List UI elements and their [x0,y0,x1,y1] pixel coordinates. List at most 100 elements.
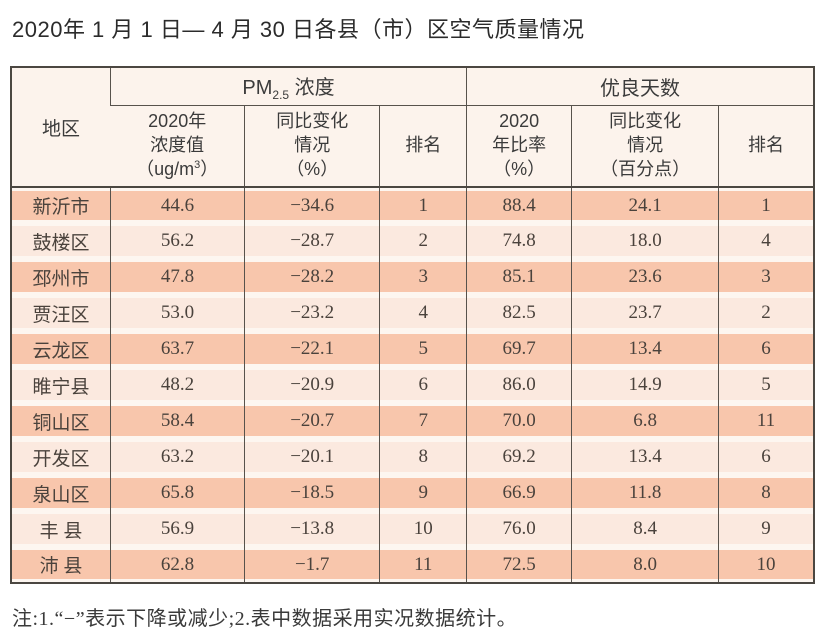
header-group-good-days: 优良天数 [466,67,814,106]
cell-ratio: 69.2 [466,439,572,475]
header-line: 同比变化 [276,111,349,132]
cell-ratio: 86.0 [466,367,572,403]
cell-pm-rank: 5 [379,331,467,367]
table-row: 睢宁县 48.2 −20.9 6 86.0 14.9 5 [11,367,814,403]
cell-ratio-rank: 8 [717,475,814,511]
header-unit-close: ） [200,158,219,179]
header-sub-row: 2020年 浓度值 （ug/m3） 同比变化 情况 （%） 排名 2020 年比… [11,105,814,188]
header-pm-change: 同比变化 情况 （%） [243,105,380,188]
cell-pm-value: 62.8 [109,547,245,583]
cell-pm-value: 56.9 [109,511,245,547]
cell-region: 开发区 [11,439,111,475]
cell-ratio-rank: 10 [717,547,814,583]
cell-region: 铜山区 [11,403,111,439]
header-line: 浓度值 [150,134,205,155]
cell-pm-rank: 10 [379,511,467,547]
cell-ratio: 76.0 [466,511,572,547]
cell-pm-rank: 8 [379,439,467,475]
cell-ratio: 72.5 [466,547,572,583]
cell-pm-change: −23.2 [243,295,380,331]
header-line: 2020年 [148,111,207,132]
page-title: 2020年 1 月 1 日— 4 月 30 日各县（市）区空气质量情况 [12,17,585,42]
cell-ratio-change: 11.8 [571,475,719,511]
cell-pm-value: 47.8 [109,259,245,295]
cell-ratio-change: 6.8 [571,403,719,439]
footnote: 注:1.“−”表示下降或减少;2.表中数据采用实况数据统计。 [12,608,518,630]
header-unit: （ug/m [136,158,195,179]
header-group-row: 地区 PM2.5 浓度 优良天数 [11,67,814,188]
header-line: 情况 [627,134,664,155]
cell-pm-value: 58.4 [109,403,245,439]
cell-ratio-rank: 5 [717,367,814,403]
cell-ratio: 70.0 [466,403,572,439]
cell-region: 泉山区 [11,475,111,511]
header-line: 2020 [499,111,540,132]
cell-pm-change: −1.7 [243,547,380,583]
cell-pm-rank: 4 [379,295,467,331]
cell-ratio-change: 24.1 [571,187,719,223]
cell-ratio-change: 18.0 [571,223,719,259]
cell-pm-change: −34.6 [243,187,380,223]
cell-ratio-rank: 9 [717,511,814,547]
cell-ratio-change: 23.6 [571,259,719,295]
cell-pm-change: −28.2 [243,259,380,295]
cell-ratio-rank: 6 [717,439,814,475]
header-region: 地区 [11,67,111,188]
cell-pm-change: −20.1 [243,439,380,475]
cell-pm-change: −20.9 [243,367,380,403]
cell-region: 云龙区 [11,331,111,367]
cell-ratio: 85.1 [466,259,572,295]
cell-ratio-change: 13.4 [571,439,719,475]
header-ratio-rank: 排名 [717,105,814,188]
cell-region: 沛 县 [11,547,111,583]
table-row: 新沂市 44.6 −34.6 1 88.4 24.1 1 [11,187,814,223]
cell-ratio: 74.8 [466,223,572,259]
cell-ratio: 88.4 [466,187,572,223]
cell-pm-rank: 1 [379,187,467,223]
cell-ratio-rank: 3 [717,259,814,295]
cell-pm-rank: 6 [379,367,467,403]
cell-pm-value: 63.7 [109,331,245,367]
cell-ratio-change: 8.0 [571,547,719,583]
cell-pm-value: 44.6 [109,187,245,223]
cell-pm-value: 56.2 [109,223,245,259]
cell-pm-rank: 9 [379,475,467,511]
header-line: （百分点） [600,158,691,179]
header-line: 年比率 [492,134,547,155]
cell-ratio: 82.5 [466,295,572,331]
pm-label: PM [242,76,273,99]
cell-ratio-change: 23.7 [571,295,719,331]
cell-region: 新沂市 [11,187,111,223]
header-group-pm25: PM2.5 浓度 [109,67,467,106]
cell-pm-value: 53.0 [109,295,245,331]
cell-pm-change: −20.7 [243,403,380,439]
cell-ratio-rank: 11 [717,403,814,439]
cell-ratio-rank: 1 [717,187,814,223]
table-row: 云龙区 63.7 −22.1 5 69.7 13.4 6 [11,331,814,367]
table-row: 沛 县 62.8 −1.7 11 72.5 8.0 10 [11,547,814,583]
cell-pm-rank: 3 [379,259,467,295]
header-ratio: 2020 年比率 （%） [466,105,572,188]
table-row: 邳州市 47.8 −28.2 3 85.1 23.6 3 [11,259,814,295]
cell-pm-change: −22.1 [243,331,380,367]
table-row: 泉山区 65.8 −18.5 9 66.9 11.8 8 [11,475,814,511]
table-header: 地区 PM2.5 浓度 优良天数 2020年 浓度值 （ug/m3） 同比变化 … [11,67,814,188]
cell-ratio-change: 8.4 [571,511,719,547]
cell-region: 丰 县 [11,511,111,547]
cell-pm-change: −28.7 [243,223,380,259]
cell-pm-value: 48.2 [109,367,245,403]
table-body: 新沂市 44.6 −34.6 1 88.4 24.1 1 鼓楼区 56.2 −28.7 2 74.8 1… [11,187,814,583]
cell-ratio-change: 13.4 [571,331,719,367]
header-line: 同比变化 [609,111,682,132]
cell-ratio: 69.7 [466,331,572,367]
cell-pm-value: 65.8 [109,475,245,511]
cell-pm-value: 63.2 [109,439,245,475]
pm-suffix: 浓度 [289,76,335,99]
table-row: 鼓楼区 56.2 −28.7 2 74.8 18.0 4 [11,223,814,259]
cell-pm-rank: 11 [379,547,467,583]
table-row: 开发区 63.2 −20.1 8 69.2 13.4 6 [11,439,814,475]
table-row: 铜山区 58.4 −20.7 7 70.0 6.8 11 [11,403,814,439]
table-row: 丰 县 56.9 −13.8 10 76.0 8.4 9 [11,511,814,547]
cell-pm-rank: 7 [379,403,467,439]
cell-pm-change: −18.5 [243,475,380,511]
